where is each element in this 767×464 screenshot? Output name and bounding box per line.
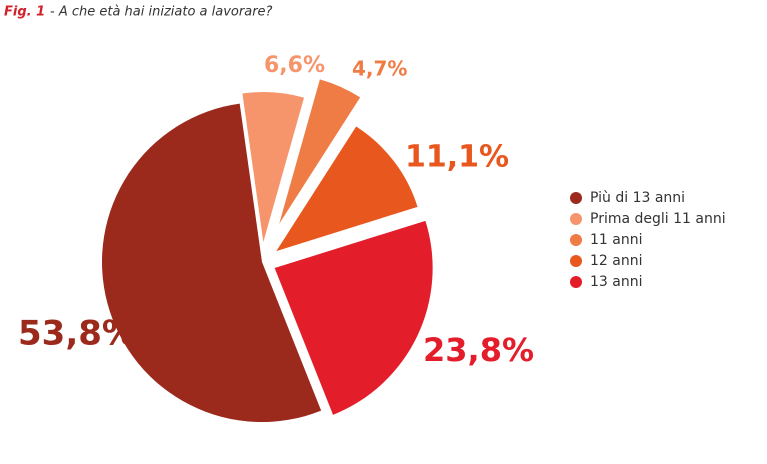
value-label: 11,1% — [405, 140, 509, 175]
chart-title: - A che età hai iniziato a lavorare? — [50, 5, 273, 20]
legend-label: Più di 13 anni — [590, 190, 685, 206]
legend-marker — [570, 255, 582, 267]
value-label: 4,7% — [352, 57, 407, 81]
pie-slice — [242, 92, 305, 243]
legend-label: 13 anni — [590, 274, 642, 290]
value-label: 53,8% — [18, 314, 136, 354]
legend-label: 11 anni — [590, 232, 642, 248]
value-label: 23,8% — [423, 331, 534, 369]
pie-slice — [274, 220, 433, 415]
legend-label: Prima degli 11 anni — [590, 211, 726, 227]
legend-marker — [570, 276, 582, 288]
pie-slice — [102, 103, 322, 423]
legend-label: 12 anni — [590, 253, 642, 269]
pie-slice — [279, 79, 361, 224]
legend-marker — [570, 213, 582, 225]
value-label: 6,6% — [264, 53, 325, 78]
figure-label: Fig. 1 — [4, 5, 45, 20]
legend-marker — [570, 234, 582, 246]
legend-marker — [570, 192, 582, 204]
pie-slice — [276, 126, 418, 252]
